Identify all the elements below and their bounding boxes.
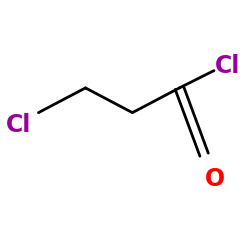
Text: O: O — [205, 168, 225, 192]
Text: Cl: Cl — [6, 113, 32, 137]
Text: Cl: Cl — [215, 54, 240, 78]
